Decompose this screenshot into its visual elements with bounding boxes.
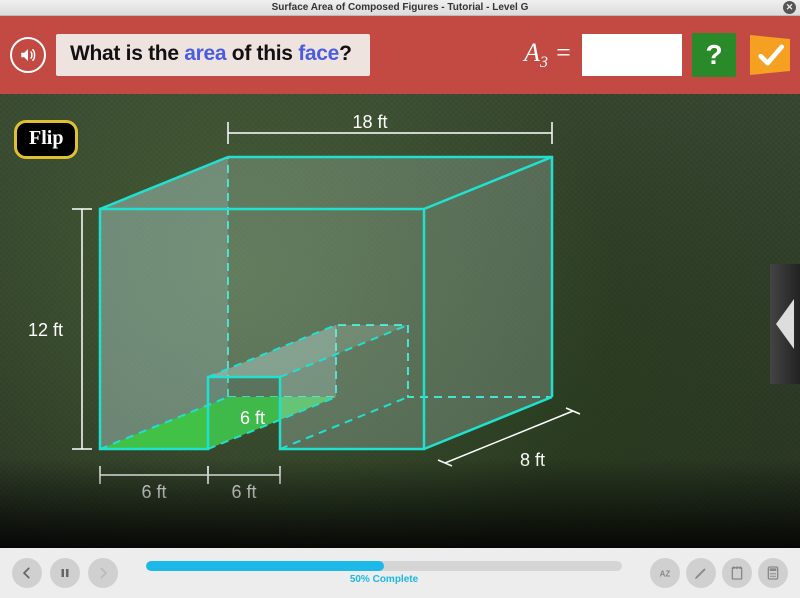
answer-var-sub: 3 (540, 54, 548, 71)
notes-button[interactable] (722, 558, 752, 588)
progress-label: 50% Complete (350, 574, 418, 585)
draw-button[interactable] (686, 558, 716, 588)
dim-depth: 8 ft (520, 450, 545, 470)
question-text: What is the area of this face? (56, 34, 370, 76)
answer-variable: A3 = (524, 38, 572, 72)
window-titlebar: Surface Area of Composed Figures - Tutor… (0, 0, 800, 16)
answer-eq: = (548, 38, 572, 67)
az-icon: AZ (657, 565, 673, 581)
prev-button[interactable] (12, 558, 42, 588)
question-header: What is the area of this face? A3 = ? (0, 16, 800, 94)
answer-input[interactable] (582, 34, 682, 76)
calculator-icon (765, 565, 781, 581)
question-post: ? (339, 42, 352, 65)
player-footer: 50% Complete AZ (0, 548, 800, 598)
pause-icon (59, 567, 71, 579)
answer-var-letter: A (524, 38, 540, 67)
window-title: Surface Area of Composed Figures - Tutor… (272, 2, 529, 13)
hint-button[interactable]: ? (692, 33, 736, 77)
tool-group: AZ (650, 558, 788, 588)
arrow-right-icon (96, 566, 110, 580)
next-button[interactable] (88, 558, 118, 588)
question-mid: of this (226, 42, 298, 65)
calculator-button[interactable] (758, 558, 788, 588)
submit-button[interactable] (750, 35, 790, 75)
flip-button[interactable]: Flip (14, 120, 78, 159)
progress-bar[interactable]: 50% Complete (146, 561, 622, 585)
audio-button[interactable] (10, 37, 46, 73)
figure-stage: Flip (0, 94, 800, 548)
question-kw-face: face (298, 42, 339, 65)
dim-notch: 6 ft (240, 408, 265, 428)
question-pre: What is the (70, 42, 184, 65)
dim-left: 12 ft (28, 320, 63, 340)
window-close-icon[interactable]: ✕ (783, 1, 796, 14)
next-arrow-button[interactable] (770, 264, 800, 384)
speaker-icon (19, 46, 37, 64)
notepad-icon (729, 565, 745, 581)
check-icon (756, 41, 784, 69)
composed-figure: 18 ft 12 ft 6 ft 6 ft 6 ft 8 ft (0, 94, 800, 548)
glossary-button[interactable]: AZ (650, 558, 680, 588)
answer-group: A3 = ? (524, 33, 790, 77)
svg-text:AZ: AZ (660, 569, 671, 578)
pause-button[interactable] (50, 558, 80, 588)
dim-bottom-mid: 6 ft (231, 482, 256, 502)
progress-fill (146, 561, 384, 571)
app-root: Surface Area of Composed Figures - Tutor… (0, 0, 800, 598)
question-kw-area: area (184, 42, 226, 65)
dim-bottom-left: 6 ft (141, 482, 166, 502)
progress-track (146, 561, 622, 571)
pencil-icon (693, 565, 709, 581)
arrow-left-icon (20, 566, 34, 580)
dim-top: 18 ft (352, 112, 387, 132)
